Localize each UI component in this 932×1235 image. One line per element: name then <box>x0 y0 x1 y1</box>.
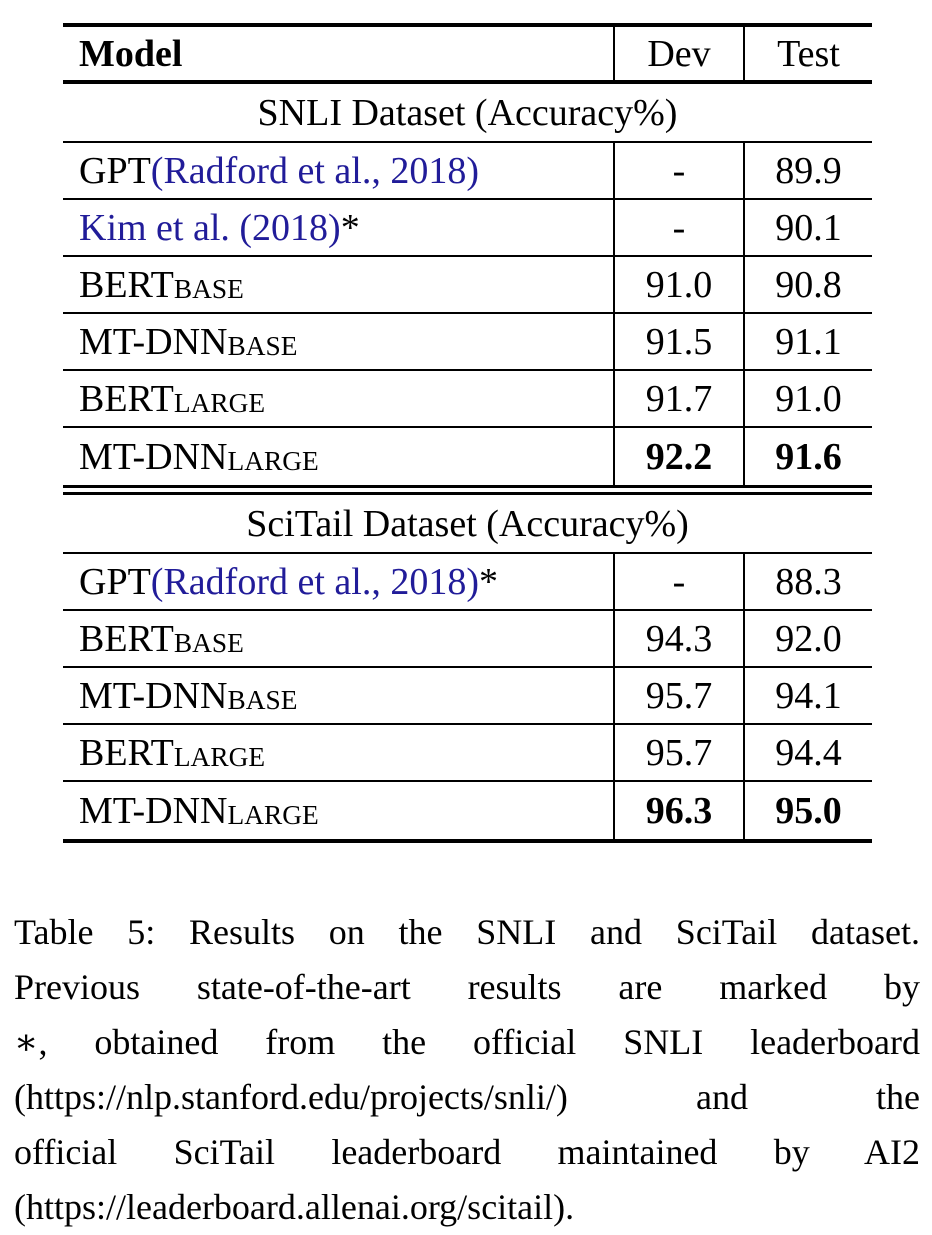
dev-cell: 91.0 <box>613 257 743 312</box>
model-name: MT-DNN <box>79 320 228 363</box>
column-header-dev: Dev <box>613 27 743 80</box>
model-name: BERT <box>79 617 174 660</box>
dev-cell: 95.7 <box>613 725 743 780</box>
dev-cell: 91.7 <box>613 371 743 426</box>
results-table: Model Dev Test SNLI Dataset (Accuracy%) G… <box>63 23 872 843</box>
model-name: MT-DNN <box>79 435 228 478</box>
test-cell: 90.8 <box>743 257 872 312</box>
table-row: MT-DNN LARGE 96.3 95.0 <box>63 782 872 839</box>
test-cell: 91.1 <box>743 314 872 369</box>
table-header-row: Model Dev Test <box>63 27 872 84</box>
model-cell: Kim et al. (2018) * <box>63 200 613 255</box>
citation-link[interactable]: (Radford et al., 2018) <box>150 149 479 192</box>
table-row: BERT LARGE 91.7 91.0 <box>63 371 872 428</box>
model-name: BERT <box>79 731 174 774</box>
dev-cell: - <box>613 143 743 198</box>
model-name: BERT <box>79 263 174 306</box>
dev-cell: 96.3 <box>613 782 743 839</box>
section-title: SNLI Dataset (Accuracy%) <box>63 84 872 143</box>
model-name: * <box>340 206 360 249</box>
model-cell: BERT LARGE <box>63 371 613 426</box>
dev-cell: 92.2 <box>613 428 743 485</box>
model-cell: GPT (Radford et al., 2018) <box>63 143 613 198</box>
table-row: GPT (Radford et al., 2018) -89.9 <box>63 143 872 200</box>
table-row: BERT BASE 94.3 92.0 <box>63 611 872 668</box>
model-size-subscript: BASE <box>173 273 244 304</box>
section-divider-rule <box>63 485 872 495</box>
test-cell: 89.9 <box>743 143 872 198</box>
test-cell: 95.0 <box>743 782 872 839</box>
column-header-model: Model <box>79 32 183 75</box>
table-row: Kim et al. (2018) * -90.1 <box>63 200 872 257</box>
model-size-subscript: LARGE <box>173 387 266 418</box>
model-cell: MT-DNN LARGE <box>63 428 613 485</box>
model-name: BERT <box>79 377 174 420</box>
table-row: BERT LARGE 95.7 94.4 <box>63 725 872 782</box>
column-header-test: Test <box>743 27 872 80</box>
caption-line: ∗, obtained from the official SNLI leade… <box>14 1022 920 1062</box>
model-size-subscript: BASE <box>227 330 298 361</box>
model-size-subscript: LARGE <box>227 445 319 476</box>
table-row: MT-DNN LARGE 92.2 91.6 <box>63 428 872 485</box>
model-size-subscript: LARGE <box>173 741 266 772</box>
dev-cell: - <box>613 554 743 609</box>
test-cell: 94.4 <box>743 725 872 780</box>
dev-cell: 94.3 <box>613 611 743 666</box>
table-row: BERT BASE 91.0 90.8 <box>63 257 872 314</box>
caption-line: (https://leaderboard.allenai.org/scitail… <box>14 1187 575 1227</box>
model-size-subscript: BASE <box>173 627 244 658</box>
caption-line: official SciTail leaderboard maintained … <box>14 1132 920 1172</box>
model-cell: BERT BASE <box>63 257 613 312</box>
dev-cell: 95.7 <box>613 668 743 723</box>
caption-line: Table 5: Results on the SNLI and SciTail… <box>14 912 920 952</box>
model-cell: GPT (Radford et al., 2018) * <box>63 554 613 609</box>
citation-link[interactable]: (Radford et al., 2018) <box>150 560 479 603</box>
model-cell: MT-DNN BASE <box>63 668 613 723</box>
model-cell: MT-DNN LARGE <box>63 782 613 839</box>
model-name: GPT <box>79 560 151 603</box>
test-cell: 90.1 <box>743 200 872 255</box>
model-name: MT-DNN <box>79 789 228 832</box>
model-size-subscript: LARGE <box>227 799 319 830</box>
caption-line: (https://nlp.stanford.edu/projects/snli/… <box>14 1077 920 1117</box>
table-row: MT-DNN BASE 95.7 94.1 <box>63 668 872 725</box>
dev-cell: - <box>613 200 743 255</box>
citation-link[interactable]: Kim et al. (2018) <box>79 206 341 249</box>
dev-cell: 91.5 <box>613 314 743 369</box>
model-size-subscript: BASE <box>227 684 298 715</box>
table-caption: Table 5: Results on the SNLI and SciTail… <box>14 905 920 1235</box>
model-name: MT-DNN <box>79 674 228 717</box>
model-cell: BERT LARGE <box>63 725 613 780</box>
test-cell: 92.0 <box>743 611 872 666</box>
caption-line: Previous state-of-the-art results are ma… <box>14 967 920 1007</box>
test-cell: 91.0 <box>743 371 872 426</box>
table-row: MT-DNN BASE 91.5 91.1 <box>63 314 872 371</box>
model-cell: BERT BASE <box>63 611 613 666</box>
model-name: GPT <box>79 149 151 192</box>
model-cell: MT-DNN BASE <box>63 314 613 369</box>
model-name: * <box>478 560 498 603</box>
test-cell: 91.6 <box>743 428 872 485</box>
table-body: SNLI Dataset (Accuracy%) GPT (Radford et … <box>63 84 872 843</box>
test-cell: 94.1 <box>743 668 872 723</box>
table-bottom-rule <box>63 839 872 843</box>
table-row: GPT (Radford et al., 2018) * -88.3 <box>63 554 872 611</box>
test-cell: 88.3 <box>743 554 872 609</box>
section-title: SciTail Dataset (Accuracy%) <box>63 495 872 554</box>
